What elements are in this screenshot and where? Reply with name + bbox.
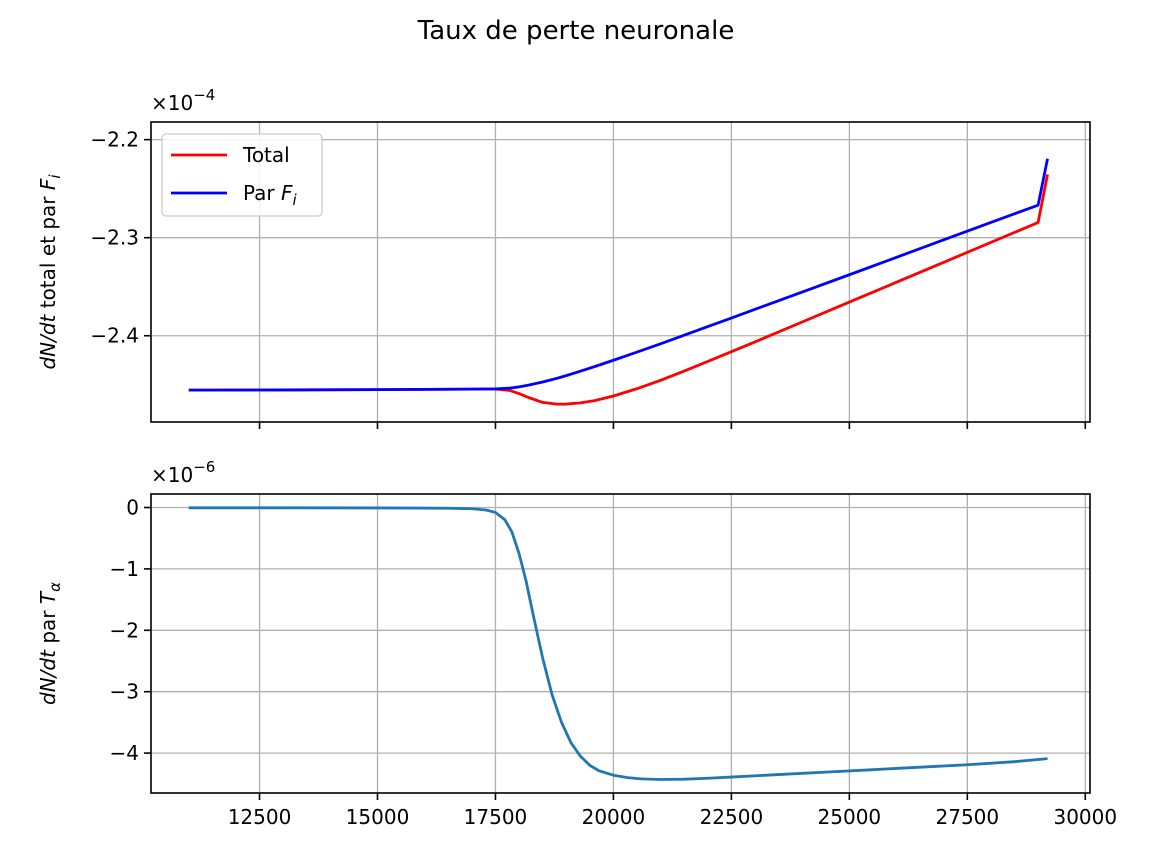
axes-frame [150, 121, 1091, 423]
y-tick-label: −2.3 [90, 226, 139, 250]
x-tick-label: 15000 [346, 805, 410, 829]
legend-label: Par Fi [243, 181, 298, 209]
x-tick-label: 30000 [1053, 805, 1117, 829]
axis-multiplier: ×10−4 [151, 86, 215, 115]
top-subplot: −2.4 −2.3 −2.2 ×10−4 dN/dt total et par Fi To… [36, 86, 1091, 429]
figure-title: Taux de perte neuronale [417, 16, 735, 46]
x-tick-label: 27500 [936, 805, 1000, 829]
legend-box [161, 133, 323, 217]
legend: Total Par Fi [161, 133, 323, 217]
bottom-subplot: 12500 15000 17500 20000 22500 25000 27500 30000… [36, 458, 1117, 829]
series-line-1 [188, 506, 1048, 781]
y-tick-label: −3 [110, 680, 139, 704]
axes-frame [150, 493, 1091, 794]
y-axis-label: dN/dt par Tα [36, 582, 64, 705]
y-tick-label: −4 [110, 741, 139, 765]
x-tick-label: 25000 [818, 805, 882, 829]
y-tick-label: −1 [110, 557, 139, 581]
y-tick-label: 0 [126, 496, 139, 520]
axis-multiplier: ×10−6 [151, 458, 215, 487]
x-tick-label: 22500 [700, 805, 764, 829]
legend-label: Total [242, 143, 290, 167]
x-tick-label: 12500 [228, 805, 292, 829]
x-tick-label: 17500 [464, 805, 528, 829]
y-tick-label: −2 [110, 618, 139, 642]
series-line-2 [188, 158, 1049, 392]
y-tick-label: −2.2 [90, 128, 139, 152]
y-axis-label: dN/dt total et par Fi [36, 174, 64, 370]
y-tick-label: −2.4 [90, 324, 139, 348]
x-tick-label: 20000 [582, 805, 646, 829]
